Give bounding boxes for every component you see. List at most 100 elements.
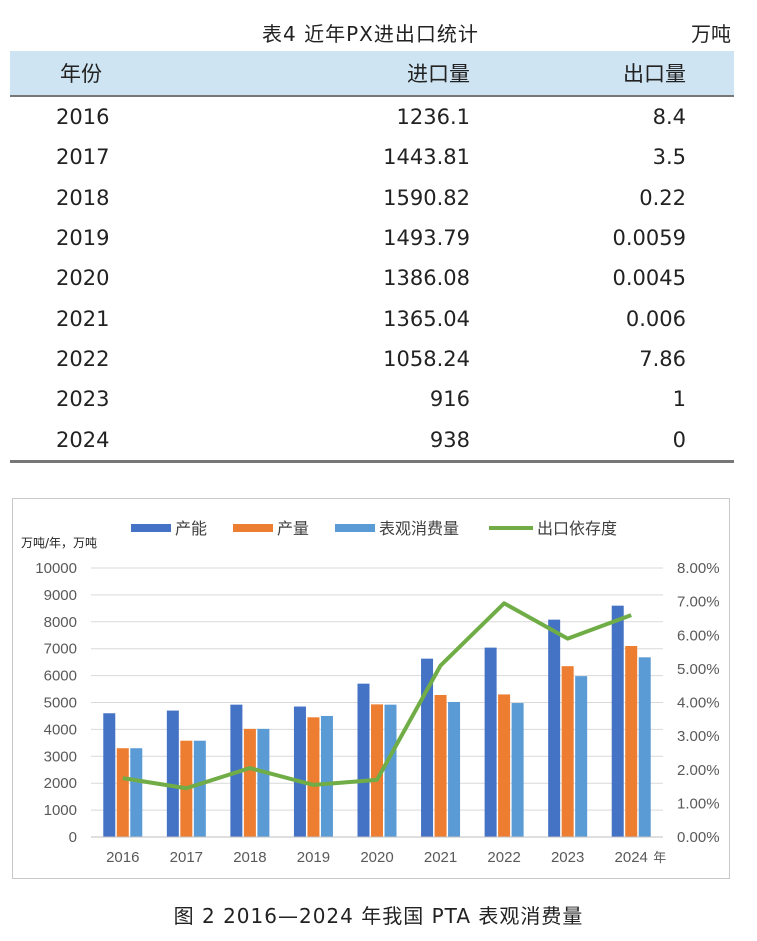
cell-import: 1386.08 — [383, 266, 470, 291]
bar-产量 — [243, 728, 256, 837]
y2-tick-label: 0.00% — [677, 829, 720, 846]
bar-产量 — [561, 666, 574, 837]
bar-产能 — [611, 605, 624, 837]
cell-export: 8.4 — [652, 105, 686, 130]
bar-表观消费量 — [130, 748, 143, 837]
bar-表观消费量 — [511, 703, 524, 837]
y2-tick-label: 8.00% — [677, 560, 720, 577]
table-row: 2022 1058.24 7.86 — [10, 339, 734, 379]
bar-产能 — [293, 706, 306, 837]
y-tick-label: 8000 — [44, 614, 77, 631]
y2-tick-label: 7.00% — [677, 594, 720, 611]
header-year: 年份 — [10, 51, 250, 97]
cell-import: 1058.24 — [383, 346, 470, 371]
cell-import: 1590.82 — [383, 185, 470, 210]
y-tick-label: 0 — [69, 829, 77, 846]
x-tick-label: 2024 — [615, 849, 648, 866]
table-row: 2017 1443.81 3.5 — [10, 137, 734, 177]
table-row: 2024 938 0 — [10, 419, 734, 463]
bar-产量 — [625, 646, 638, 837]
y-tick-label: 3000 — [44, 748, 77, 765]
table-row: 2016 1236.1 8.4 — [10, 96, 734, 137]
cell-import: 1365.04 — [383, 306, 470, 331]
x-tick-label: 2023 — [551, 849, 584, 866]
legend-swatch — [131, 524, 171, 532]
bar-产能 — [421, 658, 434, 837]
y-tick-label: 5000 — [44, 695, 77, 712]
cell-year: 2019 — [56, 226, 110, 251]
y-axis-label: 万吨/年，万吨 — [21, 536, 97, 550]
cell-import: 1443.81 — [383, 145, 470, 170]
x-tick-label: 2020 — [360, 849, 393, 866]
cell-export: 1 — [672, 387, 686, 412]
bar-产量 — [371, 704, 383, 837]
x-tick-label: 2022 — [487, 849, 520, 866]
cell-year: 2017 — [56, 145, 110, 170]
cell-year: 2023 — [56, 387, 110, 412]
bar-表观消费量 — [638, 657, 651, 837]
y2-tick-label: 3.00% — [677, 728, 720, 745]
pta-consumption-chart: 0 1000 2000 3000 4000 5000 6000 7000 8000 9000 100… — [12, 498, 730, 879]
bar-表观消费量 — [384, 704, 397, 837]
cell-import: 1493.79 — [383, 226, 470, 251]
bar-表观消费量 — [257, 728, 270, 837]
header-import: 进口量 — [250, 51, 478, 97]
header-export: 出口量 — [478, 51, 734, 97]
y-tick-label: 6000 — [44, 668, 77, 685]
y-tick-label: 7000 — [44, 641, 77, 658]
x-tick-label: 2021 — [424, 849, 457, 866]
table-row: 2019 1493.79 0.0059 — [10, 218, 734, 258]
bar-产量 — [307, 717, 320, 837]
y2-tick-label: 5.00% — [677, 661, 720, 678]
bar-产能 — [103, 713, 116, 837]
legend-label: 出口依存度 — [537, 519, 617, 538]
y2-tick-label: 2.00% — [677, 762, 720, 779]
cell-export: 0.22 — [639, 185, 686, 210]
cell-import: 1236.1 — [396, 105, 470, 130]
y-tick-label: 4000 — [44, 721, 77, 738]
table-row: 2018 1590.82 0.22 — [10, 178, 734, 218]
bar-产量 — [498, 694, 511, 837]
cell-import: 938 — [250, 419, 478, 463]
bar-表观消费量 — [448, 701, 461, 837]
table-title: 表4 近年PX进出口统计 — [262, 22, 479, 46]
y-tick-label: 9000 — [44, 587, 77, 604]
chart-canvas: 0 1000 2000 3000 4000 5000 6000 7000 8000 9000 100… — [21, 519, 720, 866]
cell-export: 0.0059 — [612, 226, 686, 251]
bar-产能 — [484, 647, 497, 837]
cell-year: 2018 — [56, 185, 110, 210]
table-unit: 万吨 — [691, 22, 731, 46]
bar-表观消费量 — [320, 715, 333, 837]
legend-label: 产能 — [175, 519, 207, 538]
table-row: 2020 1386.08 0.0045 — [10, 258, 734, 298]
bar-表观消费量 — [575, 676, 588, 837]
x-tick-label: 2019 — [297, 849, 330, 866]
cell-year: 2022 — [56, 346, 110, 371]
y-tick-label: 10000 — [35, 560, 77, 577]
table-header-row: 年份 进口量 出口量 — [10, 51, 734, 97]
table-row: 2021 1365.04 0.006 — [10, 298, 734, 338]
table-caption: 表4 近年PX进出口统计 万吨 — [0, 18, 757, 46]
cell-import: 916 — [429, 387, 470, 412]
cell-year: 2020 — [56, 266, 110, 291]
legend-swatch — [233, 524, 273, 532]
px-trade-table: 年份 进口量 出口量 2016 1236.1 8.4 2017 1443.81 … — [10, 51, 734, 463]
cell-year: 2021 — [56, 306, 110, 331]
cell-export: 7.86 — [639, 346, 686, 371]
y2-tick-label: 4.00% — [677, 695, 720, 712]
x-tick-label: 2018 — [233, 849, 266, 866]
bar-产能 — [548, 619, 561, 837]
figure-caption: 图 2 2016—2024 年我国 PTA 表观消费量 — [173, 904, 584, 928]
bar-产量 — [116, 748, 129, 837]
y2-tick-label: 6.00% — [677, 627, 720, 644]
legend-label: 表观消费量 — [379, 519, 459, 538]
legend-swatch — [335, 524, 375, 532]
bar-产能 — [357, 683, 370, 837]
cell-export: 0 — [478, 419, 734, 463]
legend-label: 产量 — [277, 519, 309, 538]
cell-export: 3.5 — [652, 145, 686, 170]
cell-year: 2016 — [56, 105, 110, 130]
x-axis-label: 年 — [653, 851, 666, 866]
cell-year: 2024 — [10, 419, 250, 463]
bar-产能 — [166, 710, 179, 837]
